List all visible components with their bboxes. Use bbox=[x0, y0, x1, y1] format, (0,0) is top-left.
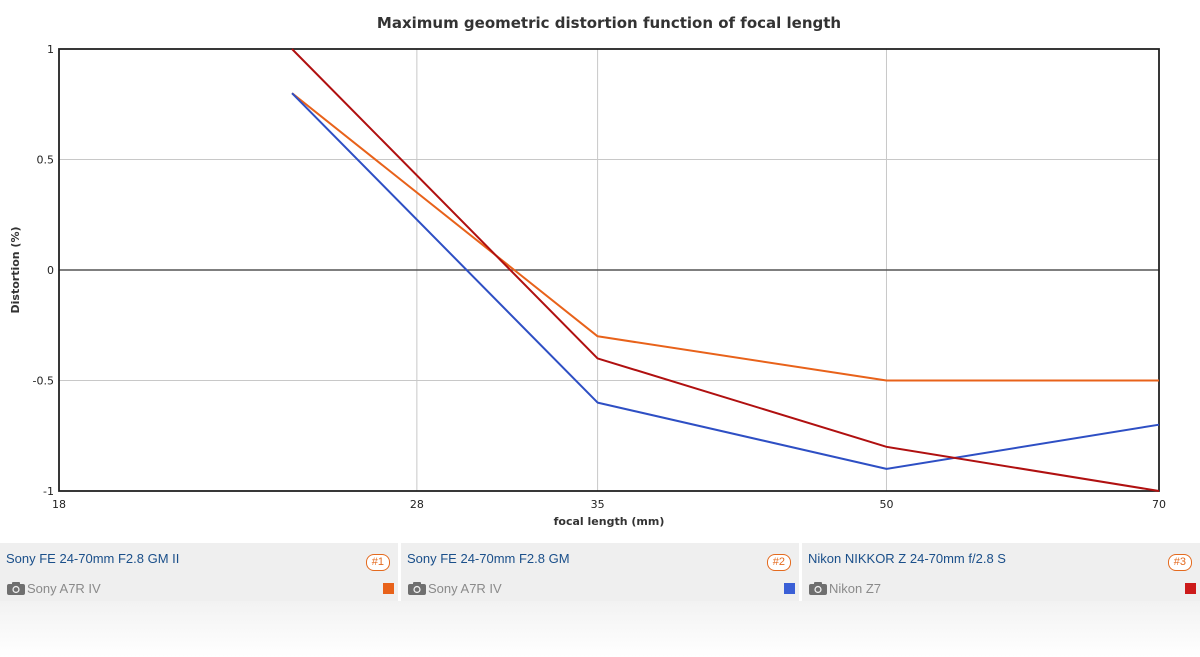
legend-card-2[interactable]: Sony FE 24-70mm F2.8 GM #2 Sony A7R IV bbox=[401, 543, 799, 601]
camera-icon bbox=[408, 582, 426, 595]
series-line-1 bbox=[291, 92, 1159, 382]
y-tick-label: 0 bbox=[47, 264, 54, 277]
x-tick-label: 18 bbox=[52, 498, 66, 511]
series-color-swatch bbox=[1185, 583, 1196, 594]
legend-bar: Sony FE 24-70mm F2.8 GM II #1 Sony A7R I… bbox=[0, 543, 1200, 601]
camera-name: Sony A7R IV bbox=[27, 581, 101, 596]
plot-frame bbox=[58, 48, 1160, 492]
x-axis-label: focal length (mm) bbox=[554, 515, 665, 528]
badge: #3 bbox=[1167, 554, 1192, 571]
footer-shade bbox=[0, 601, 1200, 657]
series-color-swatch bbox=[784, 583, 795, 594]
lens-name[interactable]: Sony FE 24-70mm F2.8 GM bbox=[407, 551, 570, 566]
y-tick-label: 1 bbox=[47, 43, 54, 56]
distortion-chart: Maximum geometric distortion function of… bbox=[9, 14, 1166, 528]
lens-name[interactable]: Nikon NIKKOR Z 24-70mm f/2.8 S bbox=[808, 551, 1006, 566]
y-tick-label: -1 bbox=[43, 485, 54, 498]
y-axis-label: Distortion (%) bbox=[9, 226, 22, 313]
x-tick-label: 35 bbox=[591, 498, 605, 511]
series-line-3 bbox=[291, 48, 1160, 492]
badge: #2 bbox=[766, 554, 791, 571]
camera-row: Sony A7R IV bbox=[6, 581, 101, 596]
camera-name: Nikon Z7 bbox=[829, 581, 882, 596]
legend-card-3[interactable]: Nikon NIKKOR Z 24-70mm f/2.8 S #3 Nikon … bbox=[802, 543, 1200, 601]
camera-row: Nikon Z7 bbox=[808, 581, 881, 596]
x-tick-label: 28 bbox=[410, 498, 424, 511]
y-tick-label: 0.5 bbox=[37, 154, 55, 167]
legend-card-1[interactable]: Sony FE 24-70mm F2.8 GM II #1 Sony A7R I… bbox=[0, 543, 398, 601]
camera-icon bbox=[809, 582, 827, 595]
lens-name[interactable]: Sony FE 24-70mm F2.8 GM II bbox=[6, 551, 180, 566]
camera-name: Sony A7R IV bbox=[428, 581, 502, 596]
y-tick-label: -0.5 bbox=[33, 375, 54, 388]
series-lines bbox=[291, 48, 1160, 492]
series-line-2 bbox=[291, 92, 1160, 470]
series-color-swatch bbox=[383, 583, 394, 594]
badge: #1 bbox=[365, 554, 390, 571]
grid-lines bbox=[58, 48, 1160, 492]
x-tick-label: 50 bbox=[879, 498, 893, 511]
chart-title: Maximum geometric distortion function of… bbox=[377, 14, 841, 32]
x-tick-label: 70 bbox=[1152, 498, 1166, 511]
tick-labels: 18 28 35 50 70 1 0.5 0 -0.5 -1 bbox=[33, 43, 1166, 511]
camera-row: Sony A7R IV bbox=[407, 581, 502, 596]
camera-icon bbox=[7, 582, 25, 595]
